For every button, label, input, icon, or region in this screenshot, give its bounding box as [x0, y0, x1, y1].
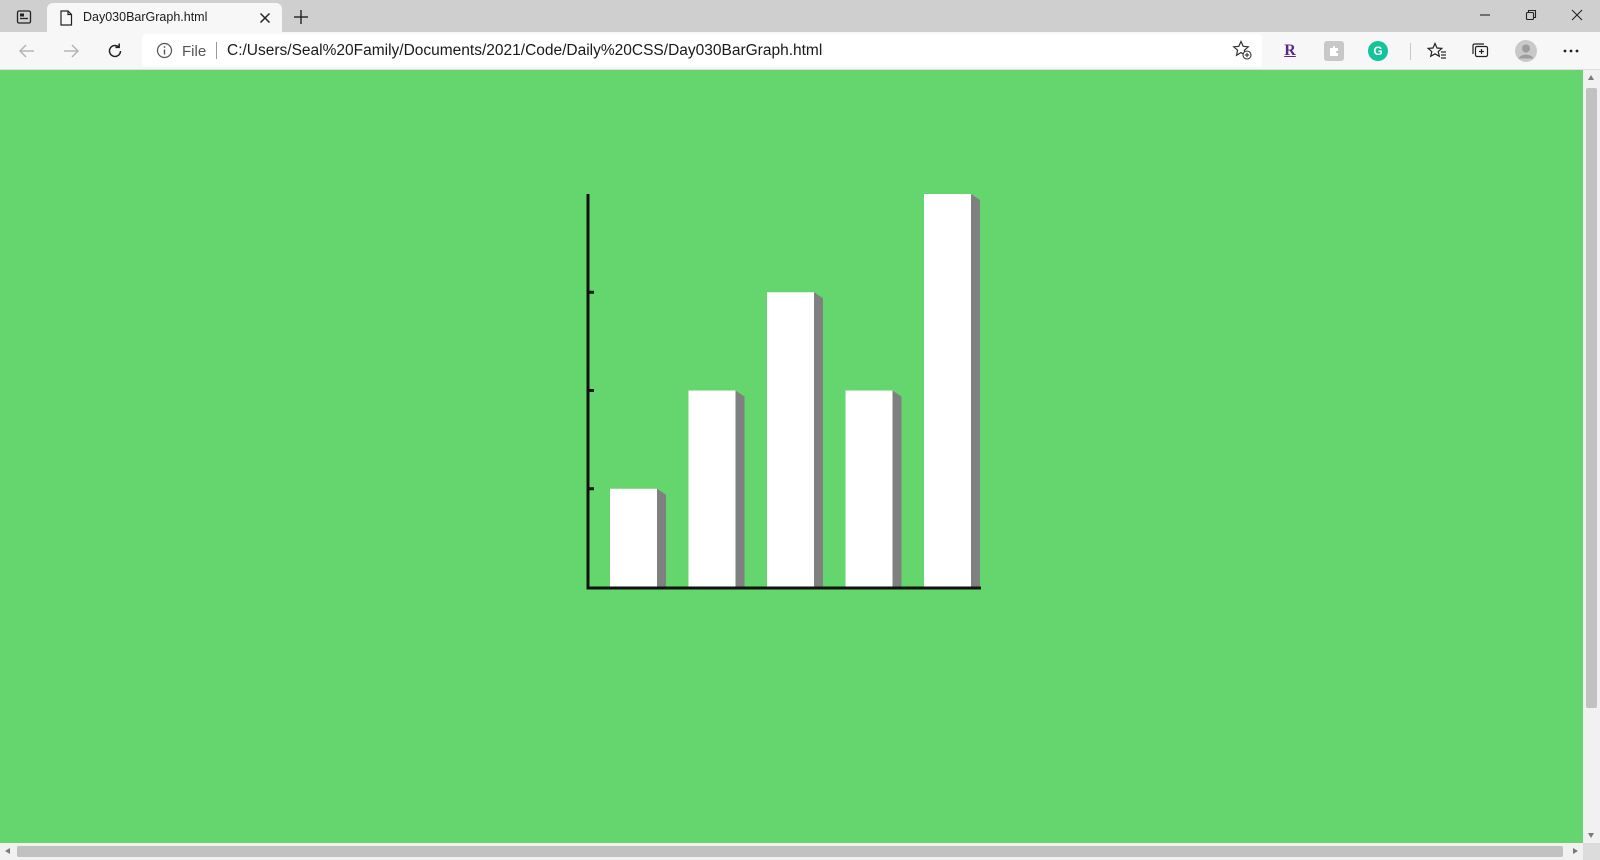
vertical-scrollbar[interactable] — [1583, 70, 1600, 843]
minimize-icon — [1480, 14, 1490, 16]
close-icon — [259, 12, 271, 24]
restore-button[interactable] — [1508, 0, 1554, 30]
scroll-left-icon[interactable] — [5, 848, 10, 854]
minimize-button[interactable] — [1462, 0, 1508, 30]
more-icon — [1563, 49, 1579, 53]
forward-button[interactable] — [56, 36, 86, 66]
bar — [924, 194, 971, 587]
extension-r-button[interactable]: R — [1280, 41, 1300, 61]
profile-button[interactable] — [1511, 36, 1541, 66]
extension-puzzle-button[interactable] — [1324, 41, 1344, 61]
url-text[interactable]: C:/Users/Seal%20Family/Documents/2021/Co… — [227, 42, 823, 59]
bar — [610, 488, 657, 587]
scroll-right-icon[interactable] — [1573, 848, 1578, 854]
extension-g-icon: G — [1373, 44, 1383, 58]
favorites-icon — [1427, 42, 1446, 59]
restore-icon — [1525, 9, 1537, 21]
bar-shadow — [735, 390, 745, 587]
refresh-icon — [108, 43, 122, 58]
back-button[interactable] — [12, 36, 42, 66]
scroll-down-icon[interactable] — [1588, 833, 1594, 838]
scheme-label: File — [182, 43, 207, 60]
bar — [845, 390, 893, 587]
info-icon[interactable] — [156, 42, 173, 59]
address-separator — [216, 42, 217, 59]
collections-icon — [1472, 43, 1489, 58]
favorites-button[interactable] — [1422, 36, 1452, 66]
extension-g-button[interactable]: G — [1368, 41, 1388, 61]
refresh-button[interactable] — [100, 36, 130, 66]
scroll-up-icon[interactable] — [1588, 75, 1594, 80]
bar — [688, 390, 736, 587]
bar — [767, 292, 814, 587]
star-plus-icon[interactable] — [1232, 40, 1252, 60]
extension-r-icon: R — [1284, 42, 1296, 59]
bar-chart — [586, 194, 981, 590]
horizontal-scroll-thumb[interactable] — [17, 846, 1563, 857]
tab-title: Day030BarGraph.html — [83, 10, 208, 24]
new-tab-button[interactable] — [288, 5, 314, 29]
vertical-scroll-thumb[interactable] — [1586, 88, 1597, 708]
arrow-right-icon — [64, 44, 80, 58]
horizontal-scrollbar[interactable] — [0, 843, 1583, 860]
bar-shadow — [892, 390, 902, 587]
tab-strip: Day030BarGraph.html — [0, 0, 1600, 32]
bar-shadow — [971, 194, 980, 587]
window-close-button[interactable] — [1554, 0, 1600, 30]
arrow-left-icon — [18, 44, 34, 58]
avatar-icon — [1515, 40, 1537, 62]
close-icon — [1571, 9, 1583, 21]
tab-actions-button[interactable] — [8, 5, 40, 29]
browser-toolbar: File C:/Users/Seal%20Family/Documents/20… — [0, 32, 1600, 70]
tab-actions-icon — [16, 10, 32, 24]
menu-button[interactable] — [1556, 36, 1586, 66]
page-viewport — [0, 70, 1583, 843]
scrollbar-corner — [1583, 843, 1600, 860]
tab-close-button[interactable] — [254, 7, 276, 29]
collections-button[interactable] — [1466, 36, 1496, 66]
bar-shadow — [657, 488, 666, 587]
address-bar[interactable]: File C:/Users/Seal%20Family/Documents/20… — [142, 34, 1262, 67]
toolbar-divider — [1410, 43, 1411, 60]
bar-shadow — [814, 292, 823, 587]
page-icon — [60, 10, 73, 26]
puzzle-extension-icon — [1330, 45, 1338, 56]
active-tab[interactable]: Day030BarGraph.html — [47, 3, 282, 32]
plus-icon — [294, 10, 308, 24]
